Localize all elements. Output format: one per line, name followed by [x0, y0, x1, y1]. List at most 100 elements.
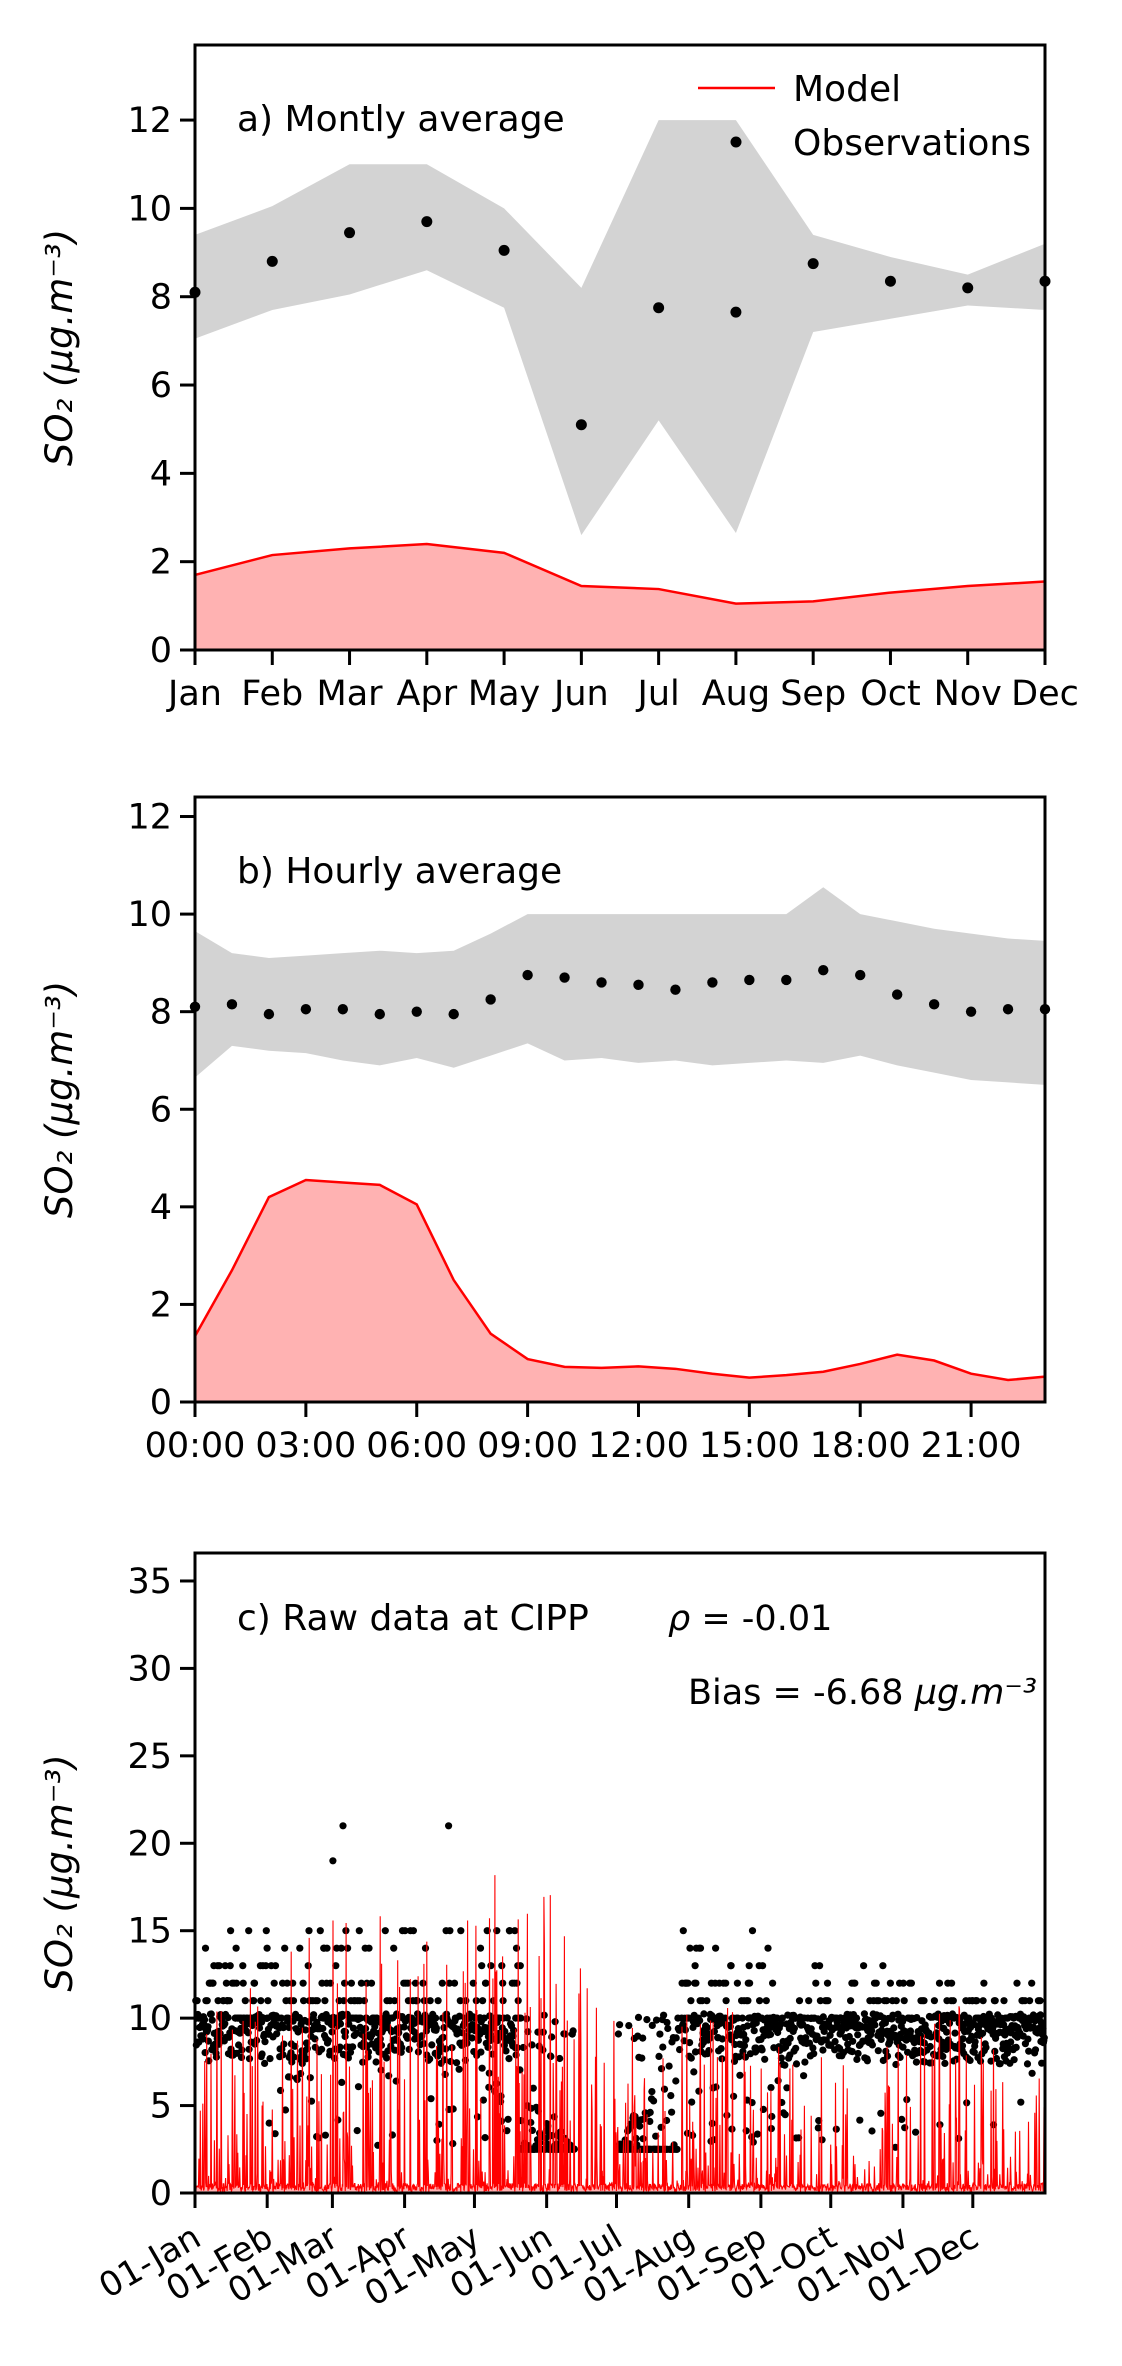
- raw-obs-dot: [434, 1997, 442, 2005]
- plot-c-bias-stat: Bias = -6.68 µg.m⁻³: [688, 1673, 1037, 1713]
- raw-obs-dot: [614, 2030, 623, 2038]
- raw-obs-dot: [687, 1997, 695, 2005]
- y-axis-label: SO₂ (µg.m⁻³): [38, 981, 81, 1218]
- raw-obs-dot: [681, 2026, 690, 2034]
- y-axis-label: SO₂ (µg.m⁻³): [38, 1754, 81, 1991]
- raw-obs-dot: [886, 1979, 895, 1987]
- raw-obs-dot: [943, 2028, 951, 2036]
- plot-b-model-line: [193, 1178, 1046, 1382]
- obs-dot: [226, 999, 238, 1010]
- raw-obs-dot: [403, 2034, 412, 2042]
- raw-obs-dot: [656, 2030, 664, 2038]
- raw-obs-dot: [912, 2128, 920, 2136]
- raw-obs-dot: [354, 2083, 363, 2091]
- raw-obs-dot: [319, 2024, 327, 2033]
- raw-obs-dot: [646, 2108, 654, 2116]
- y-tick-label: 20: [127, 1824, 172, 1864]
- y-tick-label: 2: [150, 1285, 172, 1325]
- raw-obs-dot: [478, 2064, 486, 2072]
- raw-obs-dot: [727, 1962, 735, 1970]
- obs-dot: [596, 977, 607, 988]
- raw-obs-dot: [277, 2014, 285, 2022]
- raw-obs-dot: [215, 1962, 223, 1970]
- raw-obs-dot: [199, 2035, 207, 2043]
- plot-a-title: a) Montly average: [237, 99, 565, 140]
- raw-obs-dot: [740, 2042, 749, 2050]
- raw-obs-dot: [511, 1927, 519, 1935]
- raw-obs-dot: [691, 1962, 699, 1970]
- raw-obs-dot: [746, 1979, 754, 1987]
- y-tick-label: 10: [127, 895, 172, 935]
- raw-obs-dot: [926, 2042, 934, 2051]
- raw-obs-dot: [756, 1997, 764, 2005]
- raw-obs-dot: [899, 2043, 907, 2051]
- raw-obs-dot: [332, 1962, 340, 1970]
- raw-obs-dot: [427, 2095, 435, 2103]
- raw-obs-dot: [289, 1979, 297, 1987]
- raw-obs-dot: [383, 2054, 391, 2062]
- raw-obs-dot: [225, 1997, 233, 2005]
- raw-obs-dot: [976, 2057, 985, 2065]
- raw-obs-dot: [899, 1979, 908, 1987]
- raw-obs-dot: [513, 1979, 521, 1987]
- y-tick-label: 25: [127, 1737, 172, 1777]
- raw-obs-dot: [665, 2062, 673, 2070]
- y-tick-label: 35: [127, 1562, 172, 1602]
- raw-obs-dot: [695, 2087, 703, 2095]
- raw-obs-dot: [738, 2014, 747, 2022]
- raw-obs-dot: [273, 2030, 281, 2038]
- x-tick-label: 03:00: [255, 1426, 356, 1466]
- raw-obs-dot: [241, 1997, 249, 2005]
- raw-obs-dot: [659, 2043, 667, 2051]
- plot-b-title: b) Hourly average: [237, 851, 562, 892]
- y-tick-label: 4: [150, 454, 172, 494]
- raw-obs-dot: [764, 1944, 772, 1952]
- raw-obs-dot: [432, 2014, 440, 2022]
- obs-dot: [962, 282, 974, 294]
- y-tick-label: 5: [150, 2087, 172, 2127]
- raw-obs-dot: [1010, 2056, 1018, 2064]
- x-tick-label: May: [468, 674, 540, 714]
- raw-obs-dot: [409, 1927, 417, 1935]
- raw-obs-dot: [477, 2048, 485, 2056]
- raw-obs-dot: [1013, 1979, 1021, 1987]
- raw-obs-dot: [238, 2046, 246, 2054]
- raw-obs-dot: [505, 2055, 513, 2063]
- raw-obs-dot: [551, 2018, 559, 2026]
- raw-obs-dot: [730, 2092, 738, 2100]
- raw-obs-dot: [819, 2013, 827, 2021]
- raw-obs-dot: [221, 2020, 229, 2028]
- raw-obs-dot: [509, 2032, 517, 2040]
- raw-obs-dot: [816, 1997, 825, 2005]
- raw-obs-dot: [722, 1997, 730, 2005]
- raw-obs-dot: [652, 2132, 660, 2140]
- raw-obs-dot: [877, 2035, 885, 2043]
- raw-obs-dot: [310, 2011, 318, 2019]
- raw-obs-dot: [419, 1979, 427, 1987]
- raw-obs-dot: [286, 2073, 294, 2081]
- raw-obs-dot: [657, 2065, 666, 2073]
- raw-obs-dot: [1023, 2060, 1032, 2068]
- raw-obs-dot: [449, 2105, 457, 2113]
- x-tick-label: Sep: [780, 674, 846, 714]
- raw-obs-dot: [484, 2043, 492, 2051]
- raw-obs-dot: [663, 2116, 671, 2125]
- raw-obs-dot: [528, 2041, 536, 2049]
- raw-obs-dot: [257, 1997, 265, 2005]
- raw-obs-dot: [336, 2020, 345, 2028]
- raw-obs-dot: [748, 1927, 757, 1935]
- raw-obs-dot: [742, 2036, 750, 2044]
- y-axis-label: SO₂ (µg.m⁻³): [38, 229, 81, 466]
- y-tick-label: 0: [150, 1383, 172, 1423]
- raw-obs-dot: [321, 1997, 329, 2005]
- raw-obs-dot: [445, 1822, 453, 1830]
- legend-observations-label: Observations: [793, 123, 1031, 164]
- raw-obs-dot: [360, 1997, 368, 2005]
- raw-obs-dot: [201, 2049, 209, 2057]
- raw-obs-dot: [338, 2078, 346, 2086]
- raw-obs-dot: [813, 2032, 821, 2040]
- raw-obs-dot: [684, 1979, 692, 1987]
- raw-obs-dot: [347, 1979, 355, 1987]
- raw-obs-dot: [648, 2021, 656, 2029]
- raw-obs-dot: [367, 1979, 376, 1987]
